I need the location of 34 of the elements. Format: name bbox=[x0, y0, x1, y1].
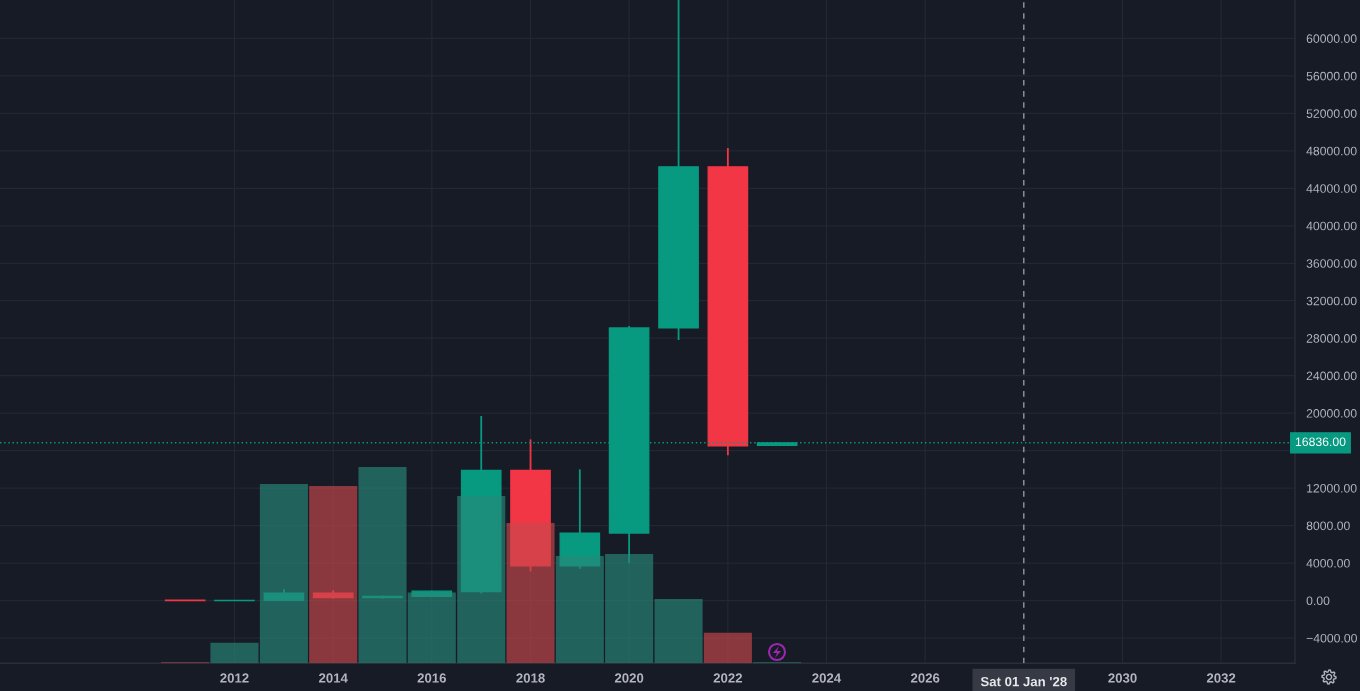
x-tick-label: 2026 bbox=[910, 673, 940, 683]
ref-line-label: 16836.00 bbox=[1295, 437, 1346, 447]
y-tick-label: 12000.00 bbox=[1307, 484, 1357, 493]
y-tick-label: −4000.00 bbox=[1306, 633, 1357, 643]
x-tick-label: 2012 bbox=[220, 673, 249, 683]
x-tick-label: 2018 bbox=[516, 673, 545, 683]
x-tick-label: 2014 bbox=[318, 673, 348, 683]
x-tick-label: 2030 bbox=[1108, 673, 1137, 683]
y-tick-label: 28000.00 bbox=[1306, 334, 1357, 343]
y-tick-label: 60000.00 bbox=[1306, 34, 1357, 43]
bar bbox=[210, 642, 259, 664]
bar bbox=[654, 598, 703, 664]
y-tick-label: 0.00 bbox=[1306, 596, 1330, 606]
y-tick-label: 32000.00 bbox=[1306, 296, 1357, 306]
bar bbox=[259, 484, 308, 664]
bar bbox=[605, 553, 654, 664]
x-tick-label: 2016 bbox=[417, 673, 446, 683]
x-tick-label: 2020 bbox=[614, 673, 644, 683]
bar bbox=[407, 592, 456, 664]
y-tick-label: 40000.00 bbox=[1306, 221, 1357, 231]
y-tick-label: 4000.00 bbox=[1306, 558, 1350, 568]
y-tick-label: 44000.00 bbox=[1306, 184, 1357, 193]
y-tick-label: 36000.00 bbox=[1306, 259, 1357, 268]
x-tick-label: 2024 bbox=[812, 673, 842, 683]
y-tick-label: 8000.00 bbox=[1306, 521, 1350, 531]
x-tick-label: 2032 bbox=[1206, 673, 1236, 683]
ref-line-label: Sat 01 Jan '28 bbox=[980, 676, 1067, 687]
y-tick-label: 24000.00 bbox=[1306, 371, 1357, 381]
y-tick-label: 20000.00 bbox=[1306, 409, 1357, 418]
y-tick-label: 52000.00 bbox=[1306, 109, 1357, 118]
y-tick-label: 48000.00 bbox=[1306, 146, 1357, 156]
x-tick-label: 2022 bbox=[713, 673, 743, 683]
y-tick-label: 56000.00 bbox=[1306, 71, 1357, 81]
bar bbox=[358, 466, 407, 664]
